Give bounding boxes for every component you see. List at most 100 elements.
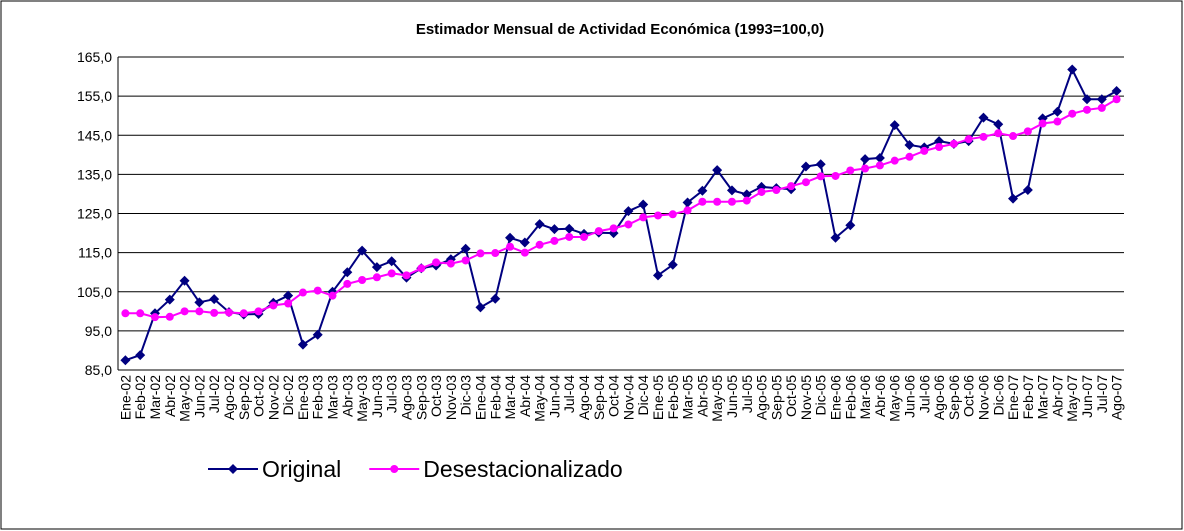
marker xyxy=(861,164,870,173)
x-tick-label: Ene-05 xyxy=(650,375,666,420)
x-tick-label: Abr-03 xyxy=(339,375,355,417)
marker xyxy=(1111,86,1122,97)
marker xyxy=(757,187,766,196)
marker xyxy=(726,185,737,196)
marker xyxy=(284,299,293,308)
legend-label: Original xyxy=(262,456,341,482)
legend-marker xyxy=(228,464,238,474)
marker xyxy=(727,197,736,206)
marker xyxy=(180,307,189,316)
marker xyxy=(905,152,914,161)
marker xyxy=(831,171,840,180)
x-tick-label: Jun-04 xyxy=(546,375,562,418)
x-tick-label: Feb-02 xyxy=(132,375,148,420)
marker xyxy=(565,232,574,241)
x-tick-label: Jul-06 xyxy=(916,375,932,413)
x-tick-label: Oct-03 xyxy=(428,375,444,417)
x-tick-label: Ene-03 xyxy=(295,375,311,420)
marker xyxy=(1082,94,1093,105)
marker xyxy=(815,159,826,170)
marker xyxy=(432,258,441,267)
x-tick-label: Mar-02 xyxy=(147,375,163,420)
marker xyxy=(1112,95,1121,104)
marker xyxy=(195,307,204,316)
marker xyxy=(550,236,559,245)
y-tick-label: 145,0 xyxy=(77,127,112,143)
x-tick-label: Abr-02 xyxy=(162,375,178,417)
x-tick-label: Sep-04 xyxy=(591,375,607,420)
x-tick-label: Dic-05 xyxy=(813,375,829,416)
marker xyxy=(490,293,501,304)
marker xyxy=(624,220,633,229)
x-tick-label: Dic-06 xyxy=(990,375,1006,416)
marker xyxy=(846,166,855,175)
marker xyxy=(269,301,278,310)
marker xyxy=(371,262,382,273)
chart-title: Estimador Mensual de Actividad Económica… xyxy=(416,21,824,38)
marker xyxy=(875,161,884,170)
marker xyxy=(564,223,575,234)
marker xyxy=(698,197,707,206)
marker xyxy=(890,156,899,165)
marker xyxy=(1067,64,1078,75)
marker xyxy=(667,259,678,270)
marker xyxy=(313,286,322,295)
marker xyxy=(920,146,929,155)
legend-label: Desestacionalizado xyxy=(423,456,622,482)
marker xyxy=(713,197,722,206)
x-tick-label: Abr-04 xyxy=(517,375,533,417)
marker xyxy=(328,291,337,300)
marker xyxy=(889,120,900,131)
x-tick-label: Ago-06 xyxy=(931,375,947,420)
marker xyxy=(136,309,145,318)
marker xyxy=(800,161,811,172)
x-tick-label: Dic-04 xyxy=(635,375,651,416)
y-tick-label: 135,0 xyxy=(77,166,112,182)
marker xyxy=(580,232,589,241)
x-tick-label: Mar-04 xyxy=(502,375,518,420)
x-tick-label: Feb-06 xyxy=(842,375,858,420)
x-tick-label: Feb-03 xyxy=(310,375,326,420)
marker xyxy=(209,294,220,305)
marker xyxy=(949,139,958,148)
marker xyxy=(993,119,1004,130)
marker xyxy=(787,182,796,191)
marker xyxy=(120,355,131,366)
marker xyxy=(623,206,634,217)
x-tick-label: Nov-06 xyxy=(975,375,991,420)
x-tick-label: Feb-05 xyxy=(665,375,681,420)
marker xyxy=(194,297,205,308)
x-tick-label: Ene-07 xyxy=(1005,375,1021,420)
x-tick-label: Sep-02 xyxy=(236,375,252,420)
marker xyxy=(1022,185,1033,196)
marker xyxy=(994,129,1003,138)
x-tick-label: Abr-05 xyxy=(694,375,710,417)
x-tick-label: Jun-07 xyxy=(1079,375,1095,418)
marker xyxy=(801,178,810,187)
x-tick-label: Jul-03 xyxy=(384,375,400,413)
marker xyxy=(874,152,885,163)
marker xyxy=(1009,132,1018,141)
x-tick-label: Oct-05 xyxy=(783,375,799,417)
marker xyxy=(476,249,485,258)
marker xyxy=(668,210,677,219)
marker xyxy=(904,140,915,151)
marker xyxy=(697,185,708,196)
marker xyxy=(387,269,396,278)
x-tick-label: May-06 xyxy=(887,375,903,422)
marker xyxy=(461,256,470,265)
marker xyxy=(343,279,352,288)
x-tick-label: Jun-03 xyxy=(369,375,385,418)
marker xyxy=(342,267,353,278)
x-tick-label: Sep-05 xyxy=(768,375,784,420)
x-tick-label: Ago-03 xyxy=(398,375,414,420)
marker xyxy=(358,276,367,285)
marker xyxy=(1083,105,1092,114)
x-tick-label: Dic-03 xyxy=(458,375,474,416)
marker xyxy=(239,309,248,318)
marker xyxy=(402,271,411,280)
marker xyxy=(417,264,426,273)
marker xyxy=(357,245,368,256)
y-tick-label: 115,0 xyxy=(78,245,112,261)
